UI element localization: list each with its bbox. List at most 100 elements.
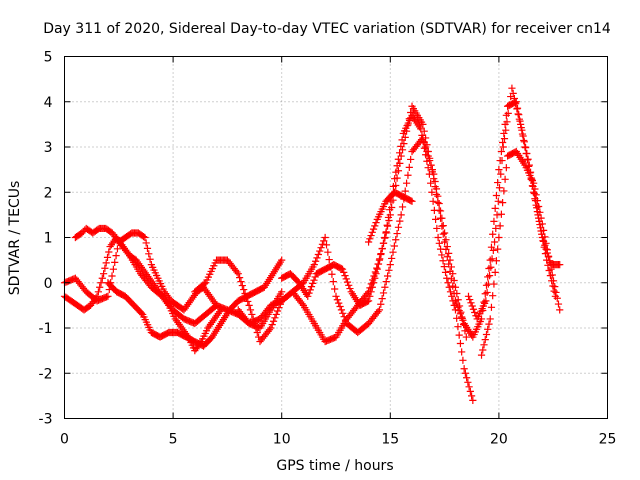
data-point — [439, 230, 447, 238]
data-point — [466, 387, 474, 395]
y-tick-label: -3 — [39, 412, 53, 428]
data-point — [461, 369, 469, 377]
data-point — [465, 383, 473, 391]
data-point — [384, 213, 393, 222]
data-point — [497, 210, 505, 218]
data-point — [201, 329, 209, 338]
data-point — [369, 225, 378, 233]
data-point — [142, 239, 150, 247]
data-point — [404, 171, 412, 179]
data-point — [383, 272, 392, 280]
data-point — [510, 94, 519, 103]
data-point — [392, 168, 400, 176]
data-point — [485, 272, 494, 280]
data-point — [446, 288, 455, 296]
data-point — [369, 279, 378, 287]
data-point — [511, 98, 519, 106]
data-point — [367, 288, 375, 296]
data-point — [405, 163, 413, 171]
data-point — [152, 271, 161, 280]
data-point — [407, 155, 415, 164]
data-point — [306, 286, 314, 294]
data-point — [469, 305, 478, 313]
data-point — [448, 292, 456, 300]
data-point — [208, 265, 217, 273]
data-point — [321, 233, 329, 242]
data-point — [166, 304, 174, 312]
data-point — [519, 132, 527, 140]
data-point — [331, 285, 339, 293]
y-axis-title: SDTVAR / TECUs — [7, 181, 23, 296]
data-point — [417, 125, 425, 133]
data-point — [441, 229, 449, 237]
data-point — [508, 84, 516, 92]
data-point — [436, 245, 445, 253]
data-point — [451, 283, 460, 291]
data-point — [459, 316, 467, 324]
data-point — [453, 300, 461, 308]
x-tick-label: 20 — [490, 432, 508, 448]
data-point — [499, 138, 507, 147]
data-point — [234, 270, 242, 278]
data-point — [304, 292, 312, 300]
data-point — [371, 222, 379, 230]
data-point — [536, 208, 544, 216]
data-point — [364, 297, 373, 305]
data-point — [434, 198, 442, 207]
data-point — [393, 229, 401, 238]
data-point — [488, 255, 496, 263]
data-point — [398, 136, 406, 144]
data-point — [305, 289, 313, 297]
data-point — [446, 256, 454, 264]
data-point — [517, 120, 525, 128]
data-point — [431, 177, 439, 186]
series-sat-h — [364, 188, 416, 246]
data-point — [386, 261, 394, 269]
data-point — [211, 259, 219, 267]
data-point — [307, 283, 316, 291]
x-tick-label: 25 — [599, 432, 617, 448]
data-point — [464, 292, 473, 300]
data-point — [435, 239, 443, 247]
data-point — [113, 245, 122, 253]
data-point — [248, 310, 256, 319]
data-point — [495, 184, 504, 192]
data-point — [455, 331, 463, 339]
axis-ticks — [64, 56, 608, 419]
data-point — [375, 306, 384, 314]
data-point — [407, 197, 415, 205]
data-point — [546, 259, 554, 267]
data-point — [322, 241, 331, 249]
data-point — [141, 233, 149, 242]
data-point — [345, 281, 353, 289]
y-tick-label: -2 — [39, 366, 53, 382]
data-point — [328, 270, 336, 278]
data-point — [542, 239, 550, 247]
data-point — [426, 156, 434, 165]
data-point — [447, 263, 455, 271]
data-point — [93, 292, 101, 300]
data-point — [481, 336, 489, 344]
data-point — [238, 281, 246, 290]
data-point — [200, 280, 208, 288]
data-point — [543, 246, 551, 254]
data-point — [212, 301, 221, 309]
data-point — [491, 204, 499, 213]
data-point — [391, 175, 399, 183]
data-point — [438, 251, 446, 259]
data-point — [377, 250, 385, 258]
data-point — [499, 143, 507, 151]
data-point — [244, 297, 252, 306]
data-point — [464, 378, 472, 386]
data-point — [373, 265, 381, 273]
data-point — [313, 254, 321, 262]
data-point — [422, 151, 430, 159]
series-sat-i — [451, 98, 564, 341]
data-point — [496, 222, 504, 230]
data-point — [530, 179, 538, 187]
data-point — [97, 279, 105, 287]
data-point — [495, 233, 503, 242]
data-point — [372, 270, 380, 278]
data-point — [419, 138, 427, 146]
data-point — [342, 275, 350, 283]
